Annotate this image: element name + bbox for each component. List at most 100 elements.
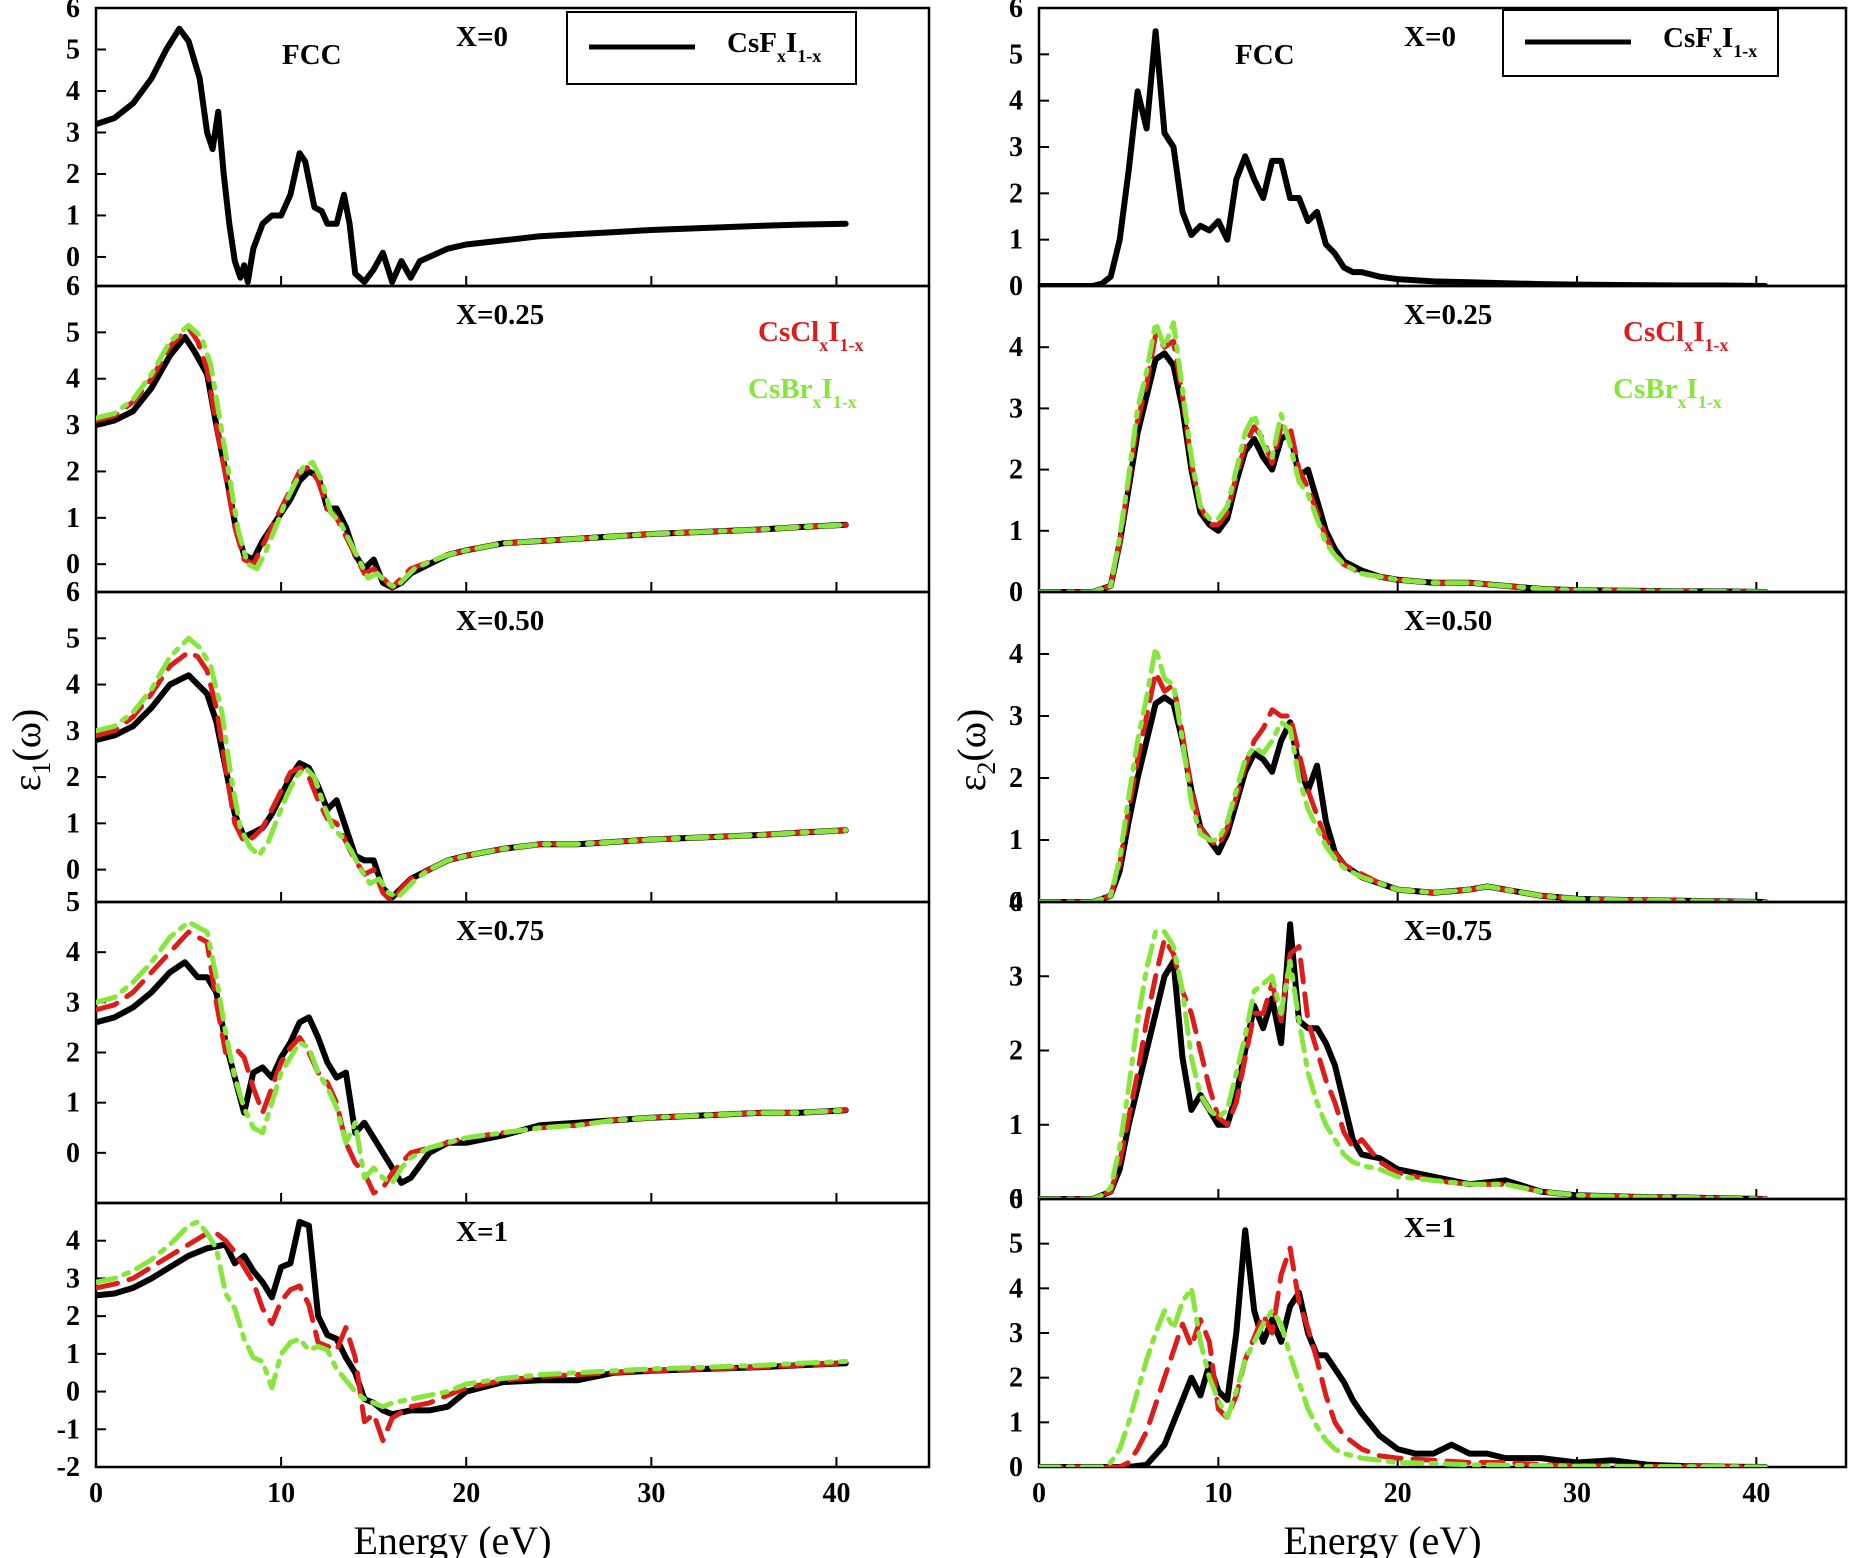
y-tick-label: 5 [66,623,80,654]
series-line-2 [1039,645,1768,902]
y-tick-label: 4 [66,76,80,107]
y-tick-label: 4 [66,364,80,395]
y-tick-label: 1 [1009,1110,1023,1141]
y-tick-label: 0 [1009,271,1023,302]
series-line-2 [96,322,849,590]
y-tick-label: 2 [66,456,80,487]
series-line-1 [1039,1245,1768,1467]
panel-label: X=0.25 [1404,299,1492,331]
legend-cscl: CsClxI1-x [758,316,864,355]
y-tick-label: 1 [66,1339,80,1370]
y-tick-label: 0 [1009,1452,1023,1483]
series-line-2 [1039,1285,1768,1467]
panel-label: X=0.50 [456,605,544,637]
y-tick-label: 1 [1009,825,1023,856]
y-tick-label: 0 [1009,887,1023,918]
series-line-0 [96,959,849,1186]
y-tick-label: 2 [66,1038,80,1069]
y-tick-label: 4 [1009,639,1023,670]
y-tick-label: 0 [66,549,80,580]
y-tick-label: 0 [66,1377,80,1408]
y-tick-label: 3 [1009,1318,1023,1349]
x-tick-label: 20 [452,1478,480,1509]
panel-e1-3: 0 1 2 3 4 5 X=0.75 [66,887,931,1205]
legend-csbr: CsBrxI1-x [1613,373,1722,412]
panel-frame [1037,590,1848,904]
legend-cscl: CsClxI1-x [1623,316,1729,355]
panel-label: X=0 [456,21,508,53]
y-tick-label: 2 [1009,1363,1023,1394]
structure-label: FCC [282,39,342,71]
y-tick-label: 0 [66,1138,80,1169]
panel-label: X=0.25 [456,299,544,331]
y-tick-label: 1 [66,808,80,839]
y-tick-label: 1 [66,1088,80,1119]
y-tick-label: 2 [66,762,80,793]
panel-e2-1: 0 1 2 3 4 X=0.25 [1009,284,1848,608]
y-tick-label: 0 [1009,1184,1023,1215]
y-tick-label: 4 [66,1226,80,1257]
series-line-2 [96,1219,849,1410]
y-tick-label: 2 [1009,1036,1023,1067]
y-tick-label: 5 [1009,39,1023,70]
panel-e2-3: 0 1 2 3 4 X=0.75 [1009,887,1848,1215]
panel-label: X=1 [1404,1212,1456,1244]
x-tick-label: 20 [1384,1478,1412,1509]
panel-frame [94,1201,931,1469]
y-tick-label: 5 [66,34,80,65]
panel-e1-1: 0 1 2 3 4 5 6 X=0.25 [66,271,931,594]
y-tick-label: 1 [1009,225,1023,256]
panel-e2-2: 0 1 2 3 4 X=0.50 [1009,590,1848,918]
y-tick-label: 4 [66,670,80,701]
epsilon2-chart: 0 1 2 3 4 5 6 X=0 FCC 0 1 2 3 4 X=0.25 0 1 2 3 4 X=0.50 0 1 2 3 4… [949,0,1848,1558]
y-tick-label: 5 [66,317,80,348]
panel-label: X=0 [1404,21,1456,53]
y-tick-label: 0 [1009,577,1023,608]
y-tick-label: 6 [1009,1184,1023,1215]
y-tick-label: 3 [1009,393,1023,424]
legend-box [1502,9,1779,77]
legend-csf: CsFxI1-x [727,27,821,66]
series-line-1 [96,1230,849,1444]
y-tick-label: 3 [66,410,80,441]
series-line-1 [1039,670,1768,902]
series-line-0 [1039,1227,1769,1467]
panel-e1-2: 0 1 2 3 4 5 6 X=0.50 [66,577,931,904]
y-tick-label: 4 [1009,887,1023,918]
x-axis-title: Energy (eV) [1283,1518,1481,1558]
y-tick-label: 3 [1009,961,1023,992]
panel-e1-4: -2 -1 0 1 2 3 4 X=1 [57,1201,931,1483]
panel-label: X=0.75 [456,915,544,947]
y-tick-label: 3 [1009,701,1023,732]
legend-csbr: CsBrxI1-x [748,373,857,412]
series-line-1 [96,325,849,590]
y-tick-label: 4 [1009,332,1023,363]
y-tick-label: 0 [66,242,80,273]
epsilon1-chart: 0123456X=0FCC0123456X=0.250123456X=0.500… [4,0,931,1558]
y-tick-label: 6 [66,0,80,24]
y-tick-label: 3 [66,987,80,1018]
y-tick-label: 2 [1009,763,1023,794]
x-tick-label: 30 [1563,1478,1591,1509]
x-axis-title: Energy (eV) [353,1518,551,1558]
y-tick-label: 2 [66,1301,80,1332]
series-line-0 [96,25,849,285]
x-tick-label: 0 [89,1478,103,1509]
panel-label: X=0.75 [1404,915,1492,947]
series-line-0 [96,672,849,901]
x-tick-label: 10 [1204,1478,1232,1509]
y-axis-title: ε2(ω) [949,709,1001,792]
x-tick-label: 30 [637,1478,665,1509]
y-tick-label: 0 [66,855,80,886]
series-line-1 [96,929,849,1196]
y-tick-label: 5 [66,887,80,918]
series-line-1 [1039,936,1768,1199]
series-line-0 [1039,694,1769,902]
x-tick-label: 40 [1742,1478,1770,1509]
x-tick-label: 40 [822,1478,850,1509]
y-tick-label: 2 [1009,178,1023,209]
panel-frame [94,900,931,1205]
y-tick-label: 3 [66,117,80,148]
y-tick-label: 3 [66,1263,80,1294]
